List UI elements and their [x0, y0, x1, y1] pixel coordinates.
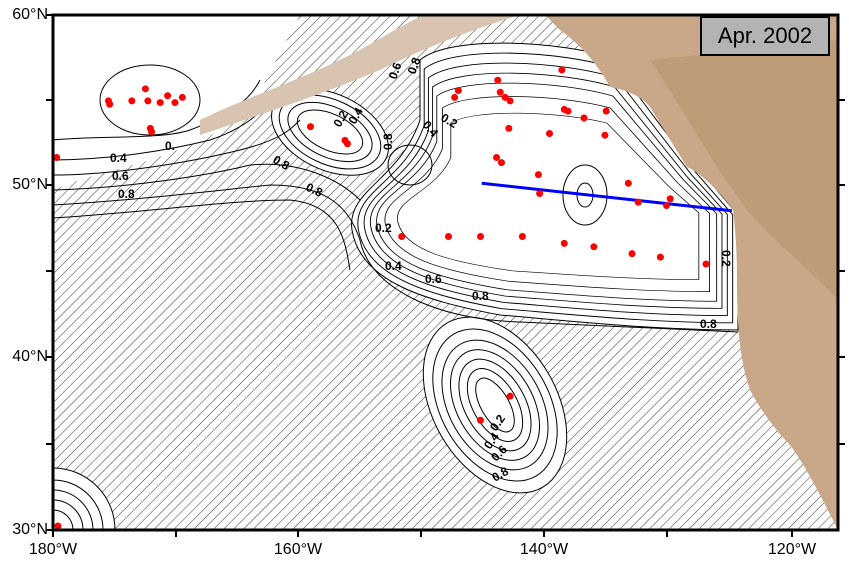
- station-dot: [141, 85, 149, 93]
- station-dot: [634, 198, 642, 206]
- contour-label: 0.6: [112, 169, 129, 183]
- station-dot: [144, 97, 152, 105]
- station-dot: [628, 250, 636, 258]
- y-tick-label: 40°N: [12, 348, 48, 365]
- contour-labels: 0.4 0.6 0.8 0. 0.8 0.8 0.2 0.4 0.8 0.6 0…: [110, 55, 733, 484]
- station-dot: [494, 76, 502, 84]
- station-dot: [451, 93, 459, 101]
- station-dot: [560, 239, 568, 247]
- station-dot: [702, 260, 710, 268]
- station-dot: [663, 202, 671, 210]
- y-tick-label: 60°N: [12, 6, 48, 23]
- station-dot: [545, 129, 553, 137]
- station-dot: [444, 232, 452, 240]
- contour-label: 0.2: [375, 221, 392, 235]
- station-dot: [306, 123, 314, 131]
- station-dot: [536, 190, 544, 198]
- station-dot: [590, 243, 598, 251]
- station-dot: [54, 522, 62, 530]
- contour-lines: [53, 42, 739, 530]
- land: [200, 15, 838, 530]
- contour-label: 0.8: [405, 55, 424, 76]
- station-dot: [171, 99, 179, 107]
- station-dot: [501, 93, 509, 101]
- contour-label: 0.8: [472, 289, 489, 303]
- contour-label: 0.8: [381, 133, 395, 150]
- station-dot: [156, 99, 164, 107]
- station-dot: [164, 92, 172, 100]
- contour-label: 0.8: [700, 317, 717, 331]
- date-label: Apr. 2002: [700, 16, 830, 56]
- axis-ticks: [46, 14, 845, 537]
- station-dot: [505, 124, 513, 132]
- station-dot: [477, 416, 485, 424]
- contour-label: 0.4: [385, 259, 402, 273]
- station-dot: [398, 232, 406, 240]
- station-dot: [497, 159, 505, 167]
- station-dot: [666, 195, 674, 203]
- y-tick-label: 30°N: [12, 521, 48, 538]
- section-line: [481, 181, 732, 213]
- x-tick-label: 120°W: [767, 541, 817, 558]
- contour-label: 0.4: [110, 151, 127, 165]
- contour-label: 0.8: [118, 187, 135, 201]
- station-dot: [624, 179, 632, 187]
- station-dot: [602, 107, 610, 115]
- contour-label: 0.: [165, 139, 175, 153]
- station-dot: [506, 97, 514, 105]
- station-dot: [580, 114, 588, 122]
- contour-label: 0.2: [719, 250, 733, 267]
- station-dot: [656, 253, 664, 261]
- station-dot: [506, 392, 514, 400]
- station-dot: [477, 232, 485, 240]
- map-frame: [51, 13, 840, 532]
- contour-label: 0.6: [425, 272, 442, 286]
- x-tick-label: 140°W: [519, 541, 569, 558]
- contour-label: 0.8: [304, 180, 325, 200]
- x-tick-label: 160°W: [273, 541, 323, 558]
- station-dot: [128, 97, 136, 105]
- station-dot: [601, 131, 609, 139]
- station-dot: [534, 171, 542, 179]
- station-dot: [454, 87, 462, 95]
- station-dot: [106, 100, 114, 108]
- station-dot: [343, 140, 351, 148]
- station-dot: [148, 128, 156, 136]
- contour-label: 0.6: [386, 60, 405, 81]
- station-dot: [564, 107, 572, 115]
- station-dot: [53, 154, 61, 162]
- stations: [53, 66, 710, 530]
- station-dot: [496, 88, 504, 96]
- station-dot: [518, 232, 526, 240]
- station-dot: [178, 93, 186, 101]
- station-dot: [558, 66, 566, 74]
- x-tick-label: 180°W: [28, 541, 78, 558]
- y-tick-label: 50°N: [12, 176, 48, 193]
- station-dot: [493, 154, 501, 162]
